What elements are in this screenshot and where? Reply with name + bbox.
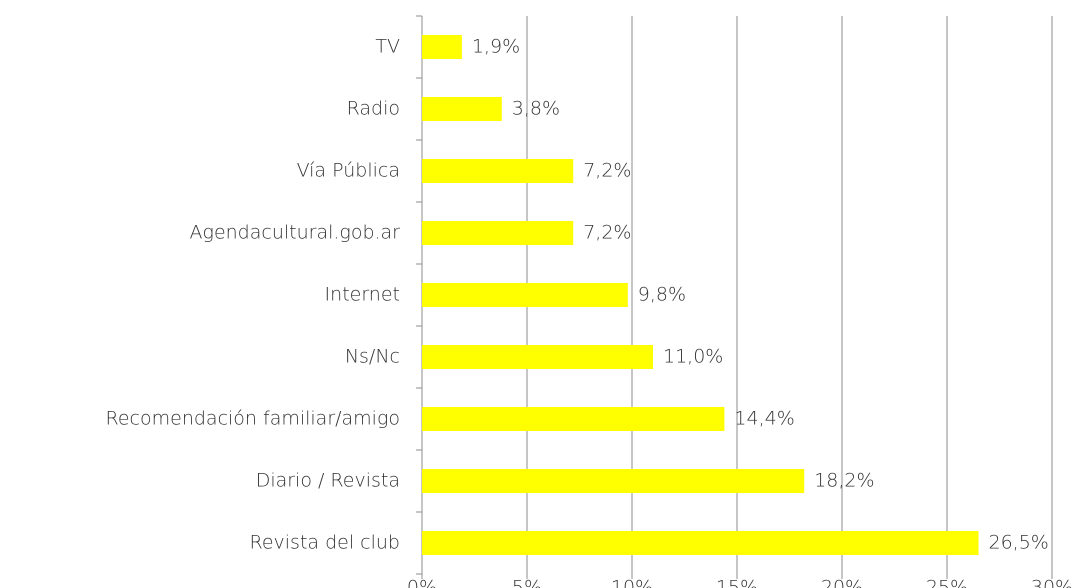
x-tick-label: 20% (821, 577, 863, 588)
y-tick-label: Agendacultural.gob.ar (190, 222, 401, 244)
y-tick-label: Internet (325, 284, 400, 306)
x-tick-label: 15% (716, 577, 758, 588)
y-tick-label: Radio (347, 98, 400, 120)
x-tick-label: 25% (926, 577, 968, 588)
y-tick-label: Diario / Revista (256, 470, 400, 492)
value-label: 7,2% (583, 160, 631, 182)
value-label: 26,5% (989, 532, 1049, 554)
bar (422, 159, 574, 183)
value-label: 9,8% (638, 284, 686, 306)
bar (422, 469, 805, 493)
x-tick-label: 10% (611, 577, 653, 588)
bar (422, 221, 574, 245)
bar (422, 35, 462, 59)
y-tick-label: Ns/Nc (345, 346, 400, 368)
bar (422, 283, 628, 307)
value-label: 18,2% (814, 470, 874, 492)
y-tick-label: Recomendación familiar/amigo (106, 408, 400, 430)
x-tick-label: 5% (512, 577, 542, 588)
value-label: 7,2% (583, 222, 631, 244)
x-tick-label: 30% (1031, 577, 1073, 588)
value-label: 14,4% (734, 408, 794, 430)
bar (422, 531, 979, 555)
value-label: 3,8% (512, 98, 560, 120)
value-label: 1,9% (472, 36, 520, 58)
y-tick-label: TV (375, 36, 400, 58)
value-label: 11,0% (663, 346, 723, 368)
x-tick-label: 0% (407, 577, 437, 588)
bar (422, 345, 653, 369)
y-tick-label: Vía Pública (297, 160, 400, 182)
y-tick-label: Revista del club (250, 532, 401, 554)
bar (422, 97, 502, 121)
bar (422, 407, 725, 431)
